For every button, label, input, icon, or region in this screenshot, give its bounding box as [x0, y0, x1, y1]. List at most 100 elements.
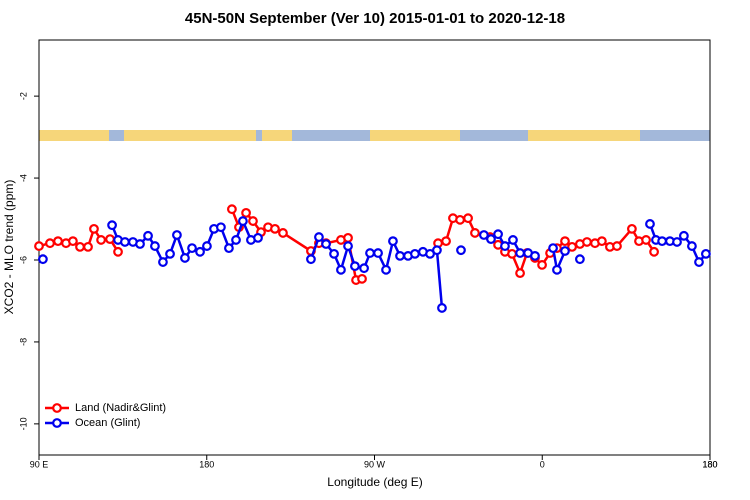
point: [463, 213, 473, 224]
chart-title: 45N-50N September (Ver 10) 2015-01-01 to…: [185, 10, 565, 27]
x-tick-label: 180: [199, 459, 214, 469]
point: [195, 246, 205, 257]
point: [500, 241, 510, 251]
point: [441, 236, 451, 247]
point: [567, 241, 577, 252]
point: [143, 230, 153, 241]
point: [493, 229, 503, 240]
point: [437, 303, 447, 313]
point: [359, 263, 369, 274]
point: [508, 235, 518, 245]
point: [455, 214, 465, 225]
point: [373, 248, 383, 258]
point: [432, 245, 442, 256]
point: [329, 248, 339, 259]
point: [306, 254, 316, 265]
point: [83, 241, 93, 252]
point: [530, 250, 540, 261]
point: [45, 238, 55, 249]
point: [336, 264, 346, 275]
point: [388, 236, 398, 247]
y-axis-label: XCO2 - MLO trend (ppm): [2, 180, 16, 315]
point: [105, 234, 115, 245]
y-tick-label: -10: [18, 417, 28, 430]
point: [107, 220, 117, 231]
point: [231, 235, 241, 245]
point: [552, 264, 562, 275]
point: [575, 254, 585, 265]
point: [687, 241, 697, 251]
y-tick-label: -8: [18, 338, 28, 346]
point: [216, 222, 226, 233]
x-tick-label: 0: [540, 459, 545, 469]
point: [253, 232, 263, 243]
point: [165, 248, 175, 259]
point: [38, 254, 48, 265]
point: [649, 246, 659, 257]
point: [537, 260, 547, 270]
point: [596, 236, 607, 247]
y-tick-label: -4: [18, 174, 28, 182]
series-line: [110, 217, 707, 309]
point: [456, 245, 466, 256]
point: [180, 253, 190, 263]
point: [515, 268, 525, 279]
point: [241, 207, 251, 218]
point: [96, 235, 106, 245]
point: [224, 243, 234, 254]
y-tick-label: -6: [18, 256, 28, 264]
point: [381, 264, 391, 275]
x-tick-label: 90 E: [30, 459, 49, 469]
point: [187, 243, 197, 254]
point: [314, 232, 324, 242]
point: [89, 223, 99, 234]
y-tick-label: -2: [18, 92, 28, 100]
point: [486, 234, 496, 245]
point: [248, 216, 258, 226]
point: [150, 241, 160, 251]
point: [507, 248, 517, 259]
point: [560, 246, 570, 256]
point: [365, 248, 375, 258]
legend-label: Ocean (Glint): [75, 417, 140, 429]
point: [645, 219, 655, 229]
point: [202, 241, 212, 251]
point: [270, 223, 280, 234]
point: [700, 248, 711, 259]
point: [548, 243, 558, 254]
point: [657, 236, 667, 247]
point: [321, 239, 331, 249]
point: [560, 236, 570, 247]
point: [68, 236, 78, 247]
point: [113, 246, 123, 257]
point: [627, 223, 637, 234]
point: [75, 241, 85, 252]
point: [515, 248, 525, 258]
point: [582, 237, 592, 247]
point: [395, 250, 405, 261]
point: [53, 236, 63, 247]
point: [479, 230, 489, 240]
legend-marker: [52, 418, 62, 428]
point: [357, 273, 367, 284]
point: [343, 241, 353, 251]
point: [470, 228, 480, 238]
map-strip: [39, 130, 710, 141]
point: [238, 216, 248, 226]
point: [227, 204, 237, 215]
point: [135, 239, 145, 249]
x-axis-label: Longitude (deg E): [327, 475, 422, 489]
point: [672, 237, 682, 247]
point: [343, 232, 353, 243]
point: [350, 261, 360, 272]
legend-label: Land (Nadir&Glint): [75, 402, 166, 414]
x-tick-label: 180: [702, 459, 717, 469]
point: [172, 230, 182, 240]
point: [410, 248, 420, 259]
legend-marker: [52, 403, 62, 413]
point: [612, 241, 622, 251]
point: [278, 228, 288, 238]
point: [120, 237, 130, 247]
point: [694, 257, 704, 267]
